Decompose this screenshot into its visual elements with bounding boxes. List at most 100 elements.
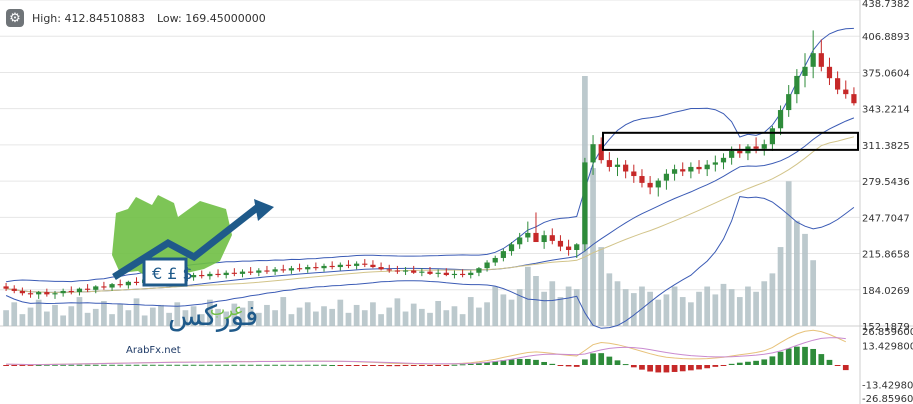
y-tick-label: 438.7382 [862, 0, 910, 10]
candle-body [11, 288, 17, 291]
candle-body [769, 128, 776, 145]
volume-bar [606, 273, 613, 326]
volume-bar [198, 314, 205, 326]
candle-body [688, 166, 694, 172]
macd-histogram-bar [427, 365, 433, 366]
y-tick-label: 152.1879 [862, 322, 910, 333]
macd-histogram-bar [394, 365, 401, 367]
volume-bar [476, 307, 482, 326]
volume-bar [712, 294, 719, 326]
volume-bar [492, 286, 499, 326]
candle-body [623, 164, 629, 172]
macd-histogram-bar [500, 360, 507, 365]
macd-histogram-bar [557, 365, 564, 366]
candle-body [288, 268, 295, 271]
macd-histogram-bar [492, 361, 499, 365]
gear-icon[interactable]: ⚙ [6, 9, 24, 27]
candle-body [826, 66, 833, 79]
macd-histogram-bar [272, 364, 278, 366]
candle-body [680, 169, 686, 172]
volume-bar [508, 299, 515, 326]
macd-histogram-bar [215, 364, 221, 366]
volume-bar [394, 298, 401, 326]
macd-histogram-bar [834, 365, 841, 366]
volume-bar [590, 168, 596, 326]
candle-body [427, 271, 433, 274]
volume-bar [598, 247, 605, 326]
volume-bar [386, 307, 393, 326]
macd-histogram-bar [402, 365, 409, 366]
volume-bar [647, 291, 653, 326]
candle-body [818, 53, 824, 67]
candle-body [190, 275, 197, 278]
y-tick-label: 184.0269 [862, 286, 910, 297]
candle-body [44, 292, 50, 295]
macd-histogram-bar [614, 360, 621, 365]
y-tick-label: 247.7047 [862, 213, 910, 224]
candle-body [777, 110, 784, 129]
candle-body [60, 290, 66, 294]
candle-body [582, 162, 588, 245]
macd-tick-label: -26.8596000 [862, 394, 913, 404]
macd-histogram-bar [321, 364, 327, 366]
candle-body [737, 151, 743, 154]
candle-body [753, 146, 759, 149]
volume-bar [68, 306, 75, 326]
volume-bar [810, 260, 817, 326]
y-tick-label: 215.8658 [862, 250, 910, 261]
volume-bar [3, 310, 9, 326]
candle-body [541, 235, 547, 243]
macd-histogram-bar [630, 365, 637, 368]
macd-histogram-bar [533, 359, 539, 365]
macd-histogram-bar [728, 363, 735, 365]
macd-histogram-bar [484, 362, 490, 365]
volume-bar [60, 315, 66, 326]
macd-histogram-bar [133, 364, 140, 366]
macd-histogram-bar [288, 364, 295, 366]
candle-body [639, 176, 645, 183]
volume-bar [557, 297, 564, 326]
candle-body [533, 232, 539, 243]
candle-body [761, 144, 767, 149]
macd-histogram-bar [11, 365, 18, 366]
candle-body [215, 273, 221, 276]
candle-body [663, 173, 670, 181]
macd-histogram-bar [451, 364, 458, 366]
volume-bar [736, 297, 743, 326]
macd-histogram-bar [671, 365, 678, 372]
volume-bar [688, 302, 694, 326]
candle-body [313, 267, 319, 269]
macd-histogram-bar [590, 353, 596, 365]
candle-body [345, 264, 352, 266]
candle-body [655, 180, 661, 188]
macd-histogram-bar [84, 364, 91, 366]
volume-bar [272, 310, 278, 326]
volume-bar [467, 297, 474, 326]
volume-bar [321, 306, 327, 326]
candle-body [109, 284, 115, 288]
volume-bar [459, 314, 466, 326]
y-tick-label: 311.3825 [862, 141, 910, 152]
macd-histogram-bar [370, 365, 376, 366]
volume-bar [704, 286, 711, 326]
candle-body [786, 94, 792, 111]
macd-histogram-bar [264, 364, 270, 366]
candle-body [590, 144, 596, 163]
volume-bar [288, 314, 295, 326]
macd-histogram-bar [736, 362, 743, 365]
macd-histogram-bar [43, 364, 50, 366]
volume-bar [565, 286, 572, 326]
volume-bar [777, 247, 784, 326]
macd-tick-label: 13.4298000 [862, 342, 913, 353]
macd-histogram-bar [622, 364, 629, 366]
candle-body [614, 164, 621, 167]
macd-histogram-bar [582, 359, 588, 365]
candle-body [378, 267, 384, 270]
macd-tick-label: -13.4298000 [862, 381, 913, 392]
volume-bar [92, 308, 99, 326]
volume-bar [27, 307, 34, 326]
volume-bar [573, 289, 580, 326]
y-tick-label: 279.5436 [862, 177, 910, 188]
macd-histogram-bar [688, 365, 694, 371]
